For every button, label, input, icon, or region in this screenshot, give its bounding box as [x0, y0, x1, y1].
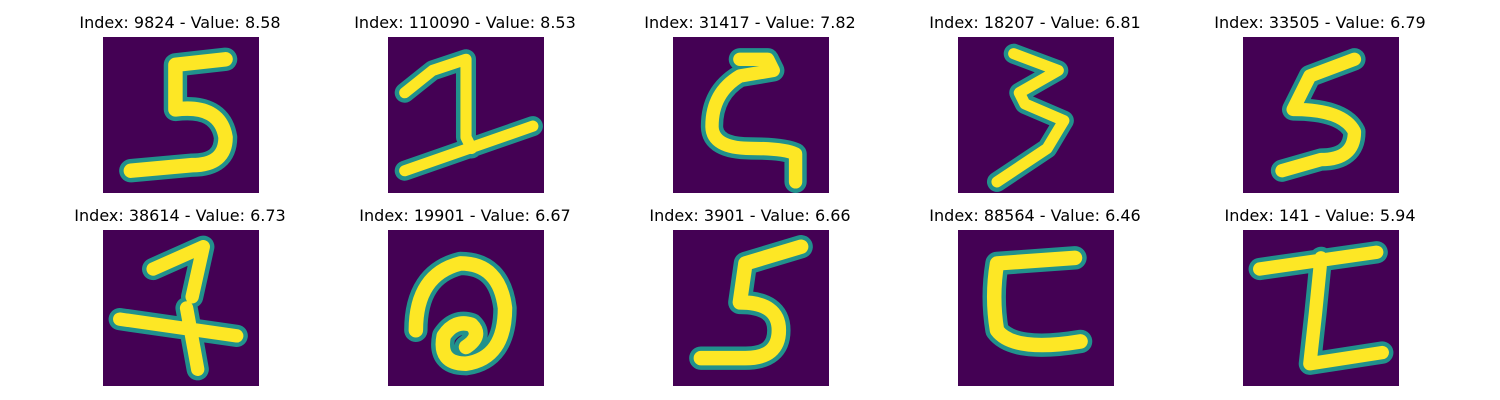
panel-title: Index: 33505 - Value: 6.79 [1214, 13, 1426, 32]
panel-title: Index: 141 - Value: 5.94 [1224, 206, 1416, 225]
panel-title: Index: 19901 - Value: 6.67 [359, 206, 571, 225]
panel-title: Index: 31417 - Value: 7.82 [644, 13, 856, 32]
digit-2-rotated-icon [673, 37, 829, 193]
panel-title: Index: 110090 - Value: 8.53 [354, 13, 576, 32]
panel-title: Index: 38614 - Value: 6.73 [74, 206, 286, 225]
digit-5-icon [673, 230, 829, 386]
digit-3-icon [958, 37, 1114, 193]
digit-1-icon [1243, 230, 1399, 386]
digit-2-icon [388, 37, 544, 193]
digit-a-icon [388, 230, 544, 386]
panel-title: Index: 3901 - Value: 6.66 [649, 206, 851, 225]
digit-5-icon [103, 37, 259, 193]
panel-title: Index: 88564 - Value: 6.46 [929, 206, 1141, 225]
digit-2-rotated-icon [958, 230, 1114, 386]
digit-5-icon [1243, 37, 1399, 193]
digit-4-icon [103, 230, 259, 386]
panel-title: Index: 18207 - Value: 6.81 [929, 13, 1141, 32]
panel-title: Index: 9824 - Value: 8.58 [79, 13, 281, 32]
